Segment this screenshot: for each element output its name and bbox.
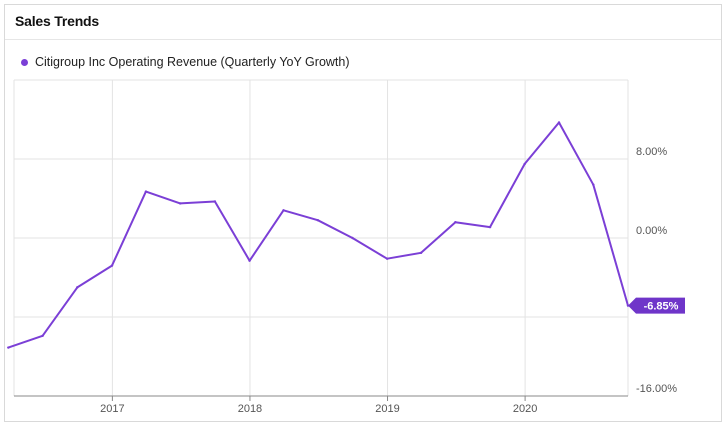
data-point [282, 209, 285, 212]
title-divider [5, 39, 721, 40]
x-tick-label: 2017 [100, 403, 124, 415]
data-point [110, 264, 114, 267]
data-point [179, 202, 182, 205]
x-tick-label: 2020 [513, 403, 537, 415]
last-value-label: -6.85% [644, 301, 679, 313]
data-point [76, 286, 79, 289]
x-tick-label: 2019 [375, 403, 399, 415]
data-point [385, 257, 389, 260]
legend-label: Citigroup Inc Operating Revenue (Quarter… [35, 55, 350, 69]
data-point [144, 190, 148, 193]
data-point [213, 200, 217, 203]
data-point [557, 121, 561, 124]
data-point [454, 221, 457, 224]
data-point [7, 346, 10, 349]
data-point [351, 236, 354, 240]
data-point [488, 225, 492, 229]
chart-legend[interactable]: Citigroup Inc Operating Revenue (Quarter… [21, 55, 350, 69]
y-tick-label: 8.00% [636, 146, 667, 158]
legend-marker [21, 58, 28, 66]
x-tick-label: 2018 [238, 403, 262, 415]
last-value-badge [628, 297, 685, 314]
series-line [7, 121, 629, 349]
data-point [248, 259, 251, 262]
data-point [316, 219, 319, 222]
data-point [592, 183, 595, 186]
card-title: Sales Trends [15, 13, 99, 29]
data-point [41, 334, 44, 337]
y-tick-label: -16.00% [636, 383, 677, 395]
y-tick-label: 0.00% [636, 225, 667, 237]
data-point [523, 162, 526, 166]
data-point [419, 251, 423, 255]
